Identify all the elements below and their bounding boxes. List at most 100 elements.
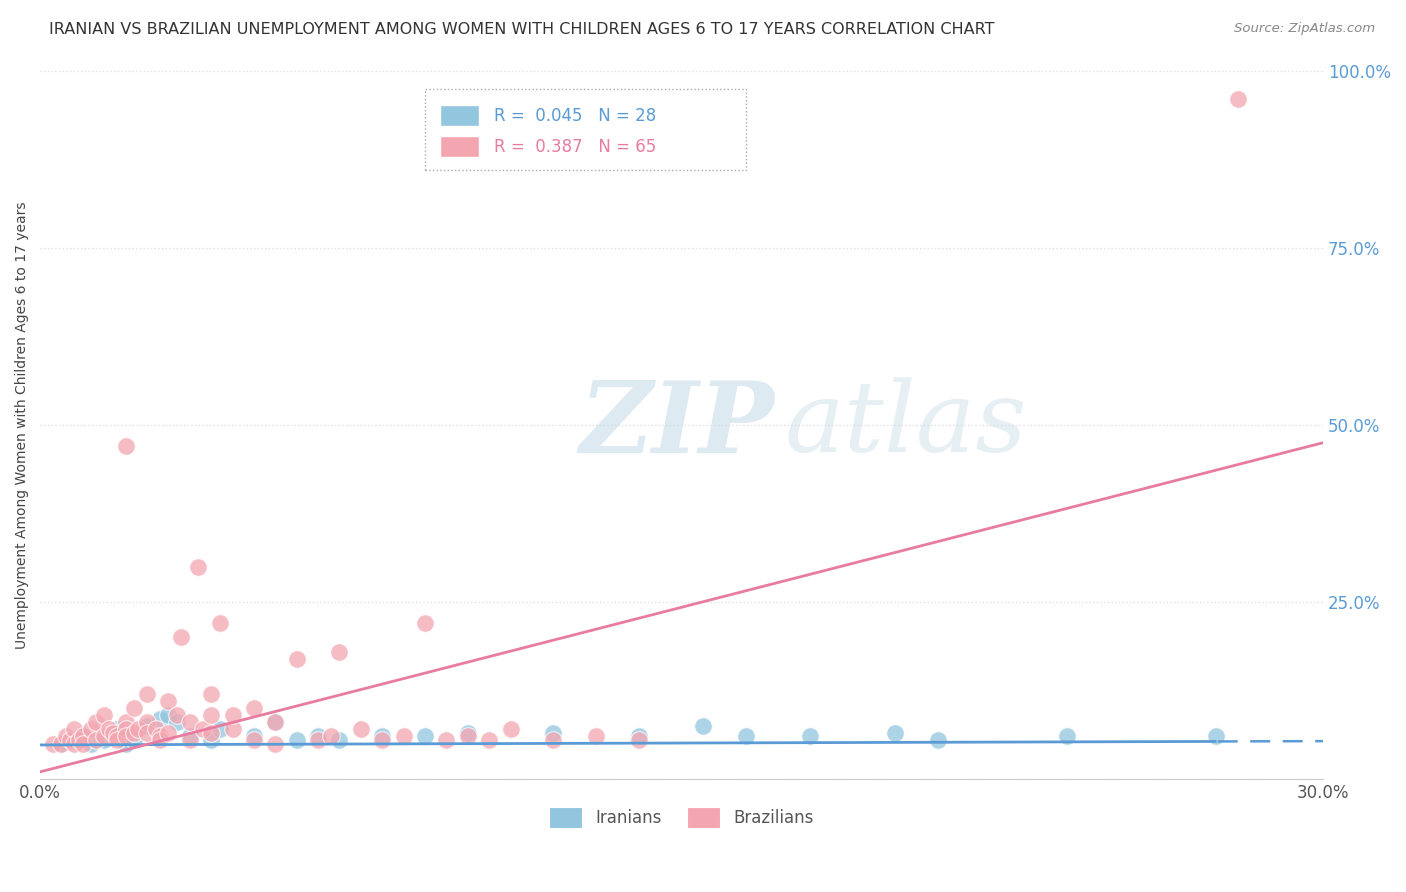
Point xyxy=(136,687,159,701)
Point xyxy=(166,708,188,723)
Point xyxy=(145,723,167,737)
Point xyxy=(72,730,94,744)
Point xyxy=(243,730,266,744)
Point xyxy=(179,730,201,744)
Bar xyxy=(440,105,479,127)
Point xyxy=(478,733,501,747)
Point xyxy=(80,723,103,737)
Point xyxy=(93,708,115,723)
Point xyxy=(136,719,159,733)
Text: R =  0.387   N = 65: R = 0.387 N = 65 xyxy=(495,137,657,156)
Point xyxy=(243,701,266,715)
Point xyxy=(55,730,77,744)
Point xyxy=(67,733,90,747)
Text: R =  0.045   N = 28: R = 0.045 N = 28 xyxy=(495,107,657,125)
Point xyxy=(136,726,159,740)
Point xyxy=(42,737,65,751)
Point xyxy=(72,730,94,744)
Point xyxy=(149,733,172,747)
Point xyxy=(93,733,115,747)
Point xyxy=(114,715,136,730)
FancyBboxPatch shape xyxy=(425,89,745,170)
Point xyxy=(51,737,73,751)
Point xyxy=(1226,92,1249,106)
Point xyxy=(585,730,607,744)
Point xyxy=(543,733,565,747)
Point xyxy=(114,439,136,453)
Point xyxy=(285,733,308,747)
Point xyxy=(457,726,479,740)
Point xyxy=(264,715,287,730)
Point xyxy=(200,708,222,723)
Point xyxy=(170,631,193,645)
Point xyxy=(122,701,145,715)
Point xyxy=(179,733,201,747)
Point xyxy=(200,687,222,701)
Point xyxy=(413,730,436,744)
Point xyxy=(692,719,714,733)
Point xyxy=(499,723,522,737)
Bar xyxy=(440,136,479,157)
Point xyxy=(122,733,145,747)
Point xyxy=(166,715,188,730)
Point xyxy=(187,559,209,574)
Point xyxy=(84,733,107,747)
Point xyxy=(97,723,120,737)
Point xyxy=(328,644,350,658)
Point xyxy=(63,737,86,751)
Point xyxy=(264,737,287,751)
Point xyxy=(101,726,124,740)
Point xyxy=(200,733,222,747)
Point xyxy=(200,726,222,740)
Point xyxy=(51,737,73,751)
Point xyxy=(105,723,128,737)
Point xyxy=(627,733,650,747)
Text: IRANIAN VS BRAZILIAN UNEMPLOYMENT AMONG WOMEN WITH CHILDREN AGES 6 TO 17 YEARS C: IRANIAN VS BRAZILIAN UNEMPLOYMENT AMONG … xyxy=(49,22,994,37)
Point xyxy=(285,651,308,665)
Point xyxy=(884,726,907,740)
Point xyxy=(1205,730,1227,744)
Point xyxy=(350,723,373,737)
Point xyxy=(114,723,136,737)
Point xyxy=(371,733,394,747)
Text: Source: ZipAtlas.com: Source: ZipAtlas.com xyxy=(1234,22,1375,36)
Point xyxy=(328,733,350,747)
Point xyxy=(72,737,94,751)
Point xyxy=(149,712,172,726)
Point xyxy=(80,737,103,751)
Point xyxy=(127,723,149,737)
Point xyxy=(157,708,180,723)
Point xyxy=(122,726,145,740)
Point xyxy=(114,737,136,751)
Legend: Iranians, Brazilians: Iranians, Brazilians xyxy=(543,801,821,834)
Point xyxy=(59,733,82,747)
Point xyxy=(208,723,231,737)
Point xyxy=(319,730,342,744)
Point xyxy=(208,616,231,631)
Point xyxy=(157,726,180,740)
Point xyxy=(434,733,457,747)
Text: atlas: atlas xyxy=(785,377,1026,473)
Point xyxy=(84,715,107,730)
Point xyxy=(157,694,180,708)
Point xyxy=(307,733,329,747)
Text: ZIP: ZIP xyxy=(579,376,773,474)
Point xyxy=(93,730,115,744)
Point xyxy=(1056,730,1078,744)
Point xyxy=(63,723,86,737)
Y-axis label: Unemployment Among Women with Children Ages 6 to 17 years: Unemployment Among Women with Children A… xyxy=(15,202,30,648)
Point xyxy=(264,715,287,730)
Point xyxy=(734,730,756,744)
Point xyxy=(799,730,821,744)
Point xyxy=(543,726,565,740)
Point xyxy=(392,730,415,744)
Point xyxy=(191,723,214,737)
Point xyxy=(179,715,201,730)
Point xyxy=(221,708,243,723)
Point xyxy=(105,733,128,747)
Point xyxy=(105,730,128,744)
Point xyxy=(627,730,650,744)
Point xyxy=(457,730,479,744)
Point xyxy=(413,616,436,631)
Point xyxy=(114,730,136,744)
